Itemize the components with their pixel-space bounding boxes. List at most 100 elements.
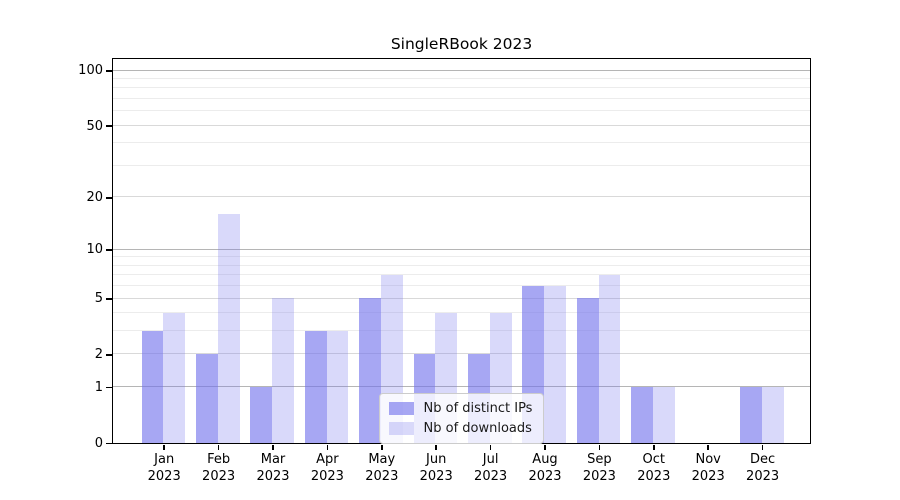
legend-item-distinct-ips: Nb of distinct IPs [388, 400, 533, 417]
y-tick [106, 196, 112, 199]
gridline [112, 69, 810, 71]
x-tick [707, 445, 710, 451]
legend-label-distinct-ips: Nb of distinct IPs [423, 400, 533, 416]
y-tick [106, 386, 112, 389]
x-tick-month: Mar [260, 452, 286, 467]
bar-downloads-feb [217, 213, 240, 443]
gridline [112, 77, 810, 79]
x-tick-month: Sep [587, 452, 612, 467]
chart-title: SingleRBook 2023 [390, 35, 533, 53]
x-tick-label: Jun 2023 [406, 452, 466, 485]
y-tick [106, 248, 112, 251]
y-tick-label: 0 [94, 436, 103, 451]
gridline [112, 274, 810, 276]
y-tick-label: 100 [78, 63, 103, 79]
x-tick-year: 2023 [310, 468, 344, 484]
x-tick-year: 2023 [147, 468, 181, 484]
gridline [112, 248, 810, 250]
x-tick [544, 445, 546, 451]
x-tick-year: 2023 [256, 468, 290, 484]
bar-downloads-apr [326, 330, 349, 443]
x-tick-year: 2023 [365, 468, 399, 484]
legend-swatch-downloads [388, 421, 414, 435]
y-tick [106, 353, 112, 356]
bar-distinct-ips-dec [740, 386, 762, 443]
x-tick-label: Jan 2023 [134, 452, 194, 485]
x-tick-label: Oct 2023 [624, 452, 684, 485]
y-tick [106, 442, 112, 445]
gridline [112, 196, 810, 198]
y-tick-label: 20 [86, 190, 103, 206]
gridline [112, 142, 810, 144]
legend-label-downloads: Nb of downloads [423, 420, 532, 436]
y-tick-label: 10 [86, 242, 103, 258]
x-tick [217, 445, 220, 451]
x-tick [272, 445, 274, 451]
x-tick-month: Dec [750, 452, 776, 467]
x-tick-label: Feb 2023 [189, 452, 249, 485]
y-tick-label: 5 [94, 291, 103, 307]
bar-downloads-oct [653, 386, 675, 443]
bar-distinct-ips-feb [196, 353, 218, 443]
gridline [112, 386, 810, 388]
gridline [112, 285, 810, 287]
gridline [112, 124, 810, 126]
gridline [112, 330, 810, 332]
legend: Nb of distinct IPs Nb of downloads [378, 392, 545, 444]
y-tick-label: 50 [86, 118, 103, 134]
y-tick [106, 69, 112, 72]
x-tick [652, 445, 655, 451]
bar-distinct-ips-oct [631, 386, 653, 443]
x-tick [489, 445, 492, 451]
x-tick-year: 2023 [582, 468, 616, 484]
x-tick-month: Aug [532, 452, 558, 467]
gridline [112, 164, 810, 166]
gridline [112, 87, 810, 89]
x-tick [163, 445, 166, 451]
x-tick-month: Feb [207, 452, 231, 467]
x-tick-month: Jan [154, 452, 175, 467]
y-tick [106, 125, 112, 127]
x-tick [326, 445, 329, 451]
y-tick [106, 297, 112, 300]
bar-distinct-ips-mar [250, 386, 273, 443]
plot-area [111, 57, 811, 444]
x-tick-month: Jul [482, 452, 499, 467]
gridline [112, 297, 810, 299]
x-tick-year: 2023 [202, 468, 236, 484]
x-tick-year: 2023 [746, 468, 780, 484]
legend-item-downloads: Nb of downloads [388, 420, 533, 437]
gridline [112, 353, 810, 355]
bar-distinct-ips-jan [141, 330, 164, 443]
bar-downloads-jan [163, 312, 186, 443]
x-tick-year: 2023 [528, 468, 562, 484]
bar-downloads-aug [544, 285, 566, 443]
x-tick-year: 2023 [691, 468, 725, 484]
bar-downloads-sep [598, 274, 621, 443]
x-tick-month: Apr [316, 452, 339, 467]
bar-distinct-ips-apr [304, 330, 327, 443]
x-tick-year: 2023 [637, 468, 671, 484]
bar-distinct-ips-may [359, 298, 381, 443]
x-tick-label: Mar 2023 [243, 452, 303, 485]
gridline [112, 312, 810, 314]
legend-swatch-distinct-ips [388, 401, 414, 415]
x-tick-label: Aug 2023 [515, 452, 575, 485]
x-tick-label: May 2023 [352, 452, 412, 485]
x-tick-label: Jul 2023 [461, 452, 521, 485]
x-tick-month: Oct [642, 452, 666, 467]
x-tick [435, 445, 438, 451]
y-tick-label: 1 [94, 380, 103, 396]
gridline [112, 97, 810, 99]
x-tick-label: Dec 2023 [733, 452, 793, 485]
gridline [112, 264, 810, 266]
gridline [112, 110, 810, 112]
bar-downloads-mar [272, 298, 294, 443]
bar-downloads-dec [761, 386, 784, 443]
x-tick-month: Jun [426, 452, 447, 467]
x-tick-year: 2023 [419, 468, 453, 484]
x-tick [598, 445, 601, 451]
x-tick [380, 445, 383, 451]
x-tick-label: Apr 2023 [297, 452, 357, 485]
